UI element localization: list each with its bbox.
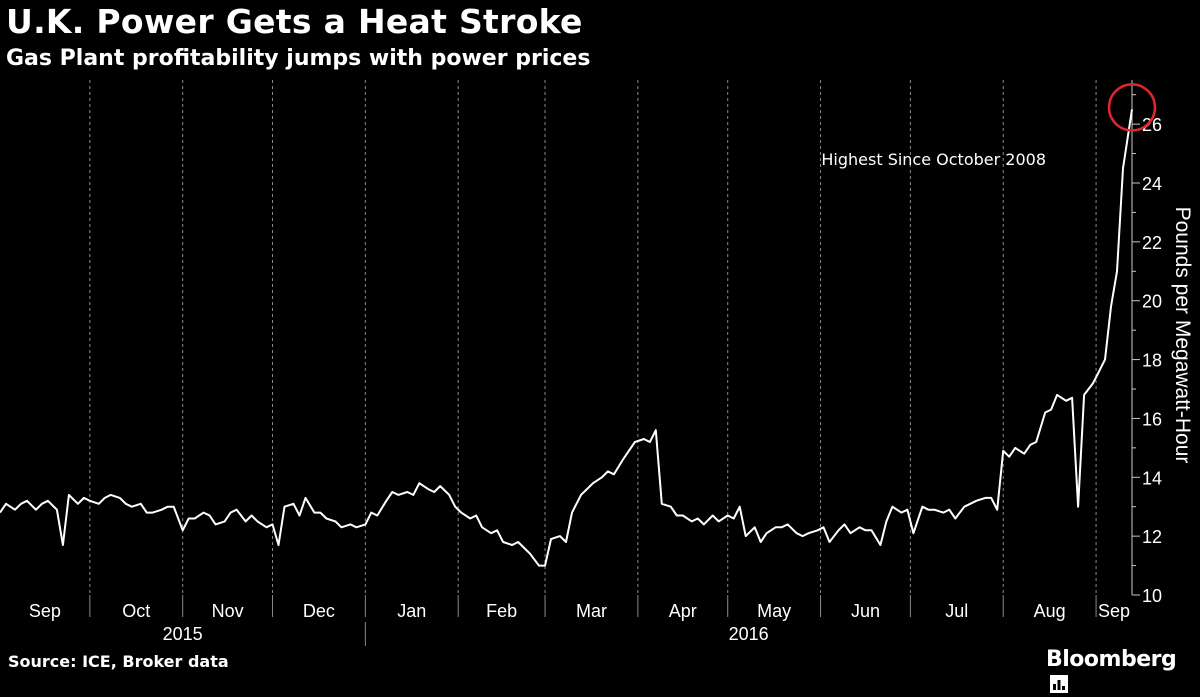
y-tick-label-5: 20 bbox=[1142, 292, 1162, 312]
month-label-12: Sep bbox=[1098, 601, 1130, 621]
x-axis: Sep Oct Nov Dec Jan Feb Mar Apr May Jun Jul Aug Sep 2… bbox=[29, 595, 1130, 646]
month-label-4: Jan bbox=[397, 601, 426, 621]
month-label-11: Aug bbox=[1034, 601, 1066, 621]
month-label-8: May bbox=[757, 601, 791, 621]
bloomberg-chart-icon bbox=[1050, 675, 1068, 693]
chart-subtitle: Gas Plant profitability jumps with power… bbox=[6, 46, 591, 71]
y-axis: 10 12 14 16 18 20 22 24 26 bbox=[1131, 80, 1162, 606]
month-label-6: Mar bbox=[576, 601, 607, 621]
year-label-2015: 2015 bbox=[163, 624, 203, 644]
month-label-7: Apr bbox=[669, 601, 697, 621]
month-label-2: Nov bbox=[212, 601, 244, 621]
source-note: Source: ICE, Broker data bbox=[8, 652, 229, 671]
peak-annotation: Highest Since October 2008 bbox=[821, 150, 1046, 169]
gridlines bbox=[89, 80, 1097, 595]
line-chart: 10 12 14 16 18 20 22 24 26 Sep Oct Nov Dec Jan Feb Mar… bbox=[0, 80, 1194, 646]
y-tick-label-7: 24 bbox=[1142, 174, 1162, 194]
y-tick-label-2: 14 bbox=[1142, 468, 1162, 488]
y-tick-label-3: 16 bbox=[1142, 409, 1162, 429]
month-label-3: Dec bbox=[303, 601, 335, 621]
y-tick-label-8: 26 bbox=[1142, 115, 1162, 135]
month-label-0: Sep bbox=[29, 601, 61, 621]
y-axis-label: Pounds per Megawatt-Hour bbox=[1171, 207, 1194, 464]
month-label-10: Jul bbox=[945, 601, 968, 621]
month-label-1: Oct bbox=[122, 601, 150, 621]
peak-highlight-circle bbox=[1107, 83, 1157, 132]
month-label-5: Feb bbox=[486, 601, 517, 621]
month-label-9: Jun bbox=[851, 601, 880, 621]
brand-name: Bloomberg bbox=[1046, 647, 1177, 672]
price-series-line bbox=[0, 109, 1133, 567]
y-tick-label-0: 10 bbox=[1142, 586, 1162, 606]
year-label-2016: 2016 bbox=[729, 624, 769, 644]
y-tick-label-1: 12 bbox=[1142, 527, 1162, 547]
y-tick-label-4: 18 bbox=[1142, 351, 1162, 371]
chart-title: U.K. Power Gets a Heat Stroke bbox=[6, 2, 583, 41]
brand-logo: Bloomberg bbox=[1046, 647, 1200, 697]
y-tick-label-6: 22 bbox=[1142, 233, 1162, 253]
